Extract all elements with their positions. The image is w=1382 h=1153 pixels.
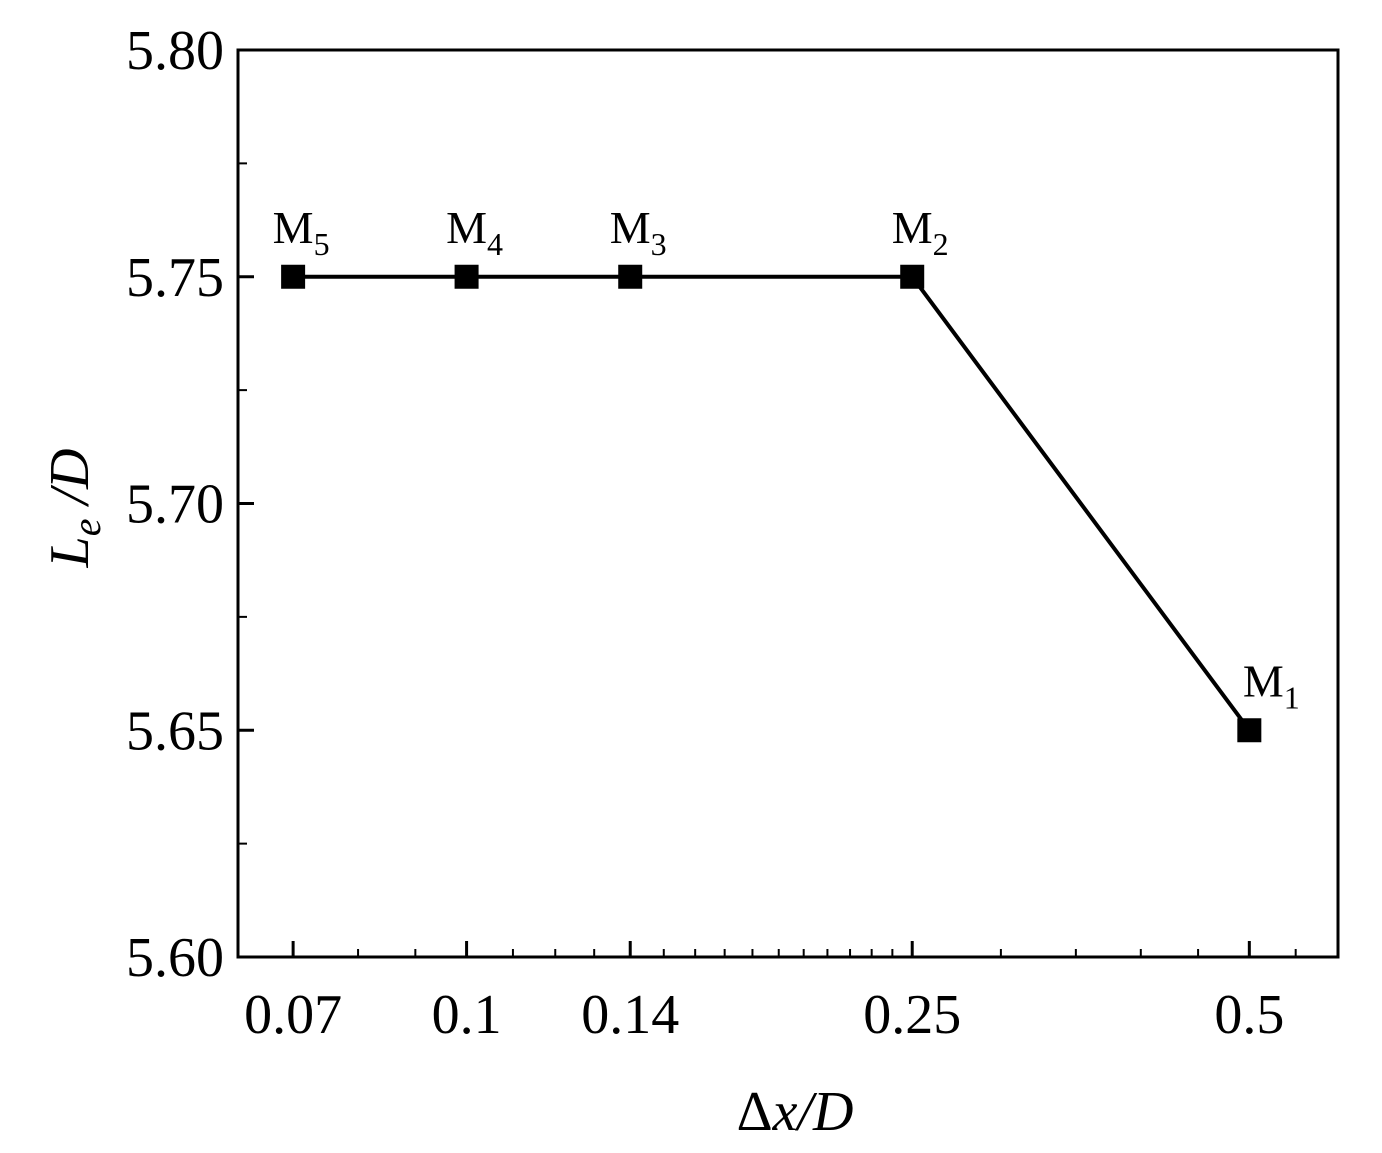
data-point-label-sub: 4 [487,226,503,262]
data-point-label-sub: 5 [314,226,330,262]
series-line [293,274,1251,732]
data-point-label: M1 [1243,655,1300,715]
data-point-marker [618,264,643,289]
data-point-marker [900,264,925,289]
data-point-marker [454,264,479,289]
data-point-label-main: M [1243,655,1284,706]
x-tick-label: 0.07 [244,984,342,1046]
data-point-marker [1237,718,1262,743]
x-tick-label: 0.25 [863,984,961,1046]
x-tick-label: 0.1 [432,984,502,1046]
y-axis-title-rest: /D [39,449,101,519]
data-point-label: M5 [273,202,330,262]
y-axis-title: Le /D [39,449,109,569]
y-tick-label: 5.80 [126,20,224,82]
data-point-label-main: M [273,202,314,253]
y-tick-label: 5.60 [126,927,224,989]
x-tick-label: 0.14 [581,984,679,1046]
data-point-label-main: M [610,202,651,253]
y-tick-label: 5.75 [126,247,224,309]
x-axis-title-rest: /D [794,1081,853,1143]
y-axis-title-sub: e [64,519,109,537]
y-axis-title-main: L [39,536,101,568]
plot-frame [236,48,1340,959]
x-axis-title: Δx/D [737,1081,854,1143]
y-tick-label: 5.65 [126,700,224,762]
data-point-marker [281,264,306,289]
data-point-label-main: M [892,202,933,253]
data-point-label: M2 [892,202,949,262]
chart-axes: 5.60 5.65 5.70 5.75 5.80 0.07 0.1 0.14 0.25 0.5 [126,20,1340,1046]
data-point-label-sub: 2 [933,226,949,262]
x-axis-title-var: x [772,1081,798,1143]
data-point-label: M4 [446,202,503,262]
data-point-label: M3 [610,202,667,262]
y-tick-label: 5.70 [126,474,224,536]
data-point-label-sub: 3 [651,226,667,262]
data-point-label-sub: 1 [1284,679,1300,715]
data-point-label-main: M [446,202,487,253]
x-axis-title-delta: Δ [737,1081,773,1143]
x-tick-label: 0.5 [1214,984,1284,1046]
